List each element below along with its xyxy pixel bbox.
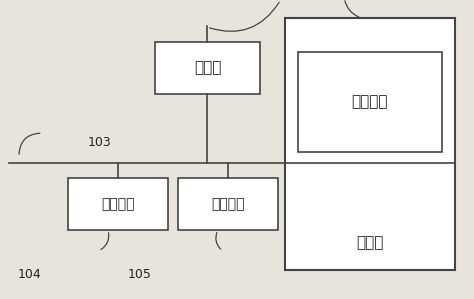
Text: 103: 103 <box>88 135 112 149</box>
Text: 104: 104 <box>18 268 42 280</box>
Bar <box>298 52 442 152</box>
Bar <box>178 178 278 230</box>
Text: 照明模块: 照明模块 <box>211 197 245 211</box>
Text: 105: 105 <box>128 268 152 280</box>
Bar <box>155 42 260 94</box>
Text: 采集模块: 采集模块 <box>101 197 135 211</box>
Bar <box>285 18 455 270</box>
Text: 存储器: 存储器 <box>356 236 383 251</box>
Bar <box>68 178 168 230</box>
Text: 处理器: 处理器 <box>194 60 221 76</box>
Text: 检测程序: 检测程序 <box>352 94 388 109</box>
